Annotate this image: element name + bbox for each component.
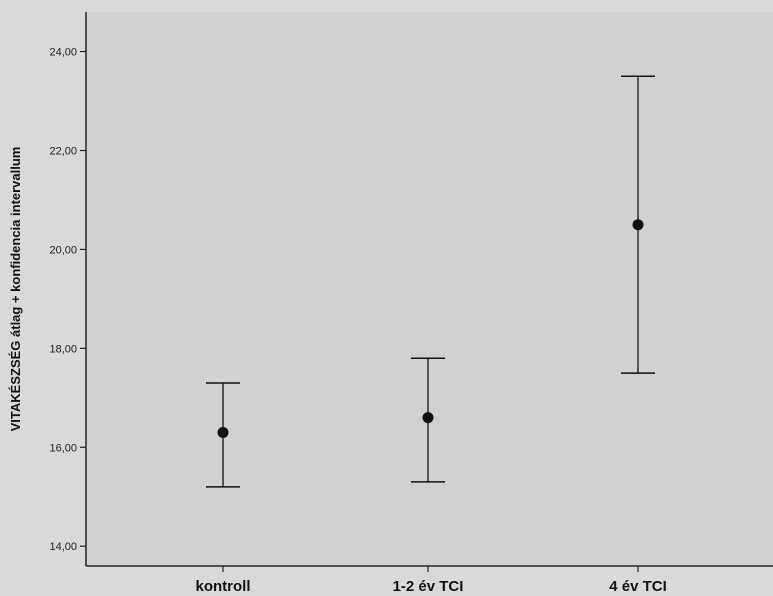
mean-point <box>217 426 229 438</box>
y-tick-label: 14,00 <box>49 541 77 553</box>
error-bars <box>206 75 655 488</box>
y-ticks: 14,00 16,00 18,00 20,00 22,00 24,00 <box>49 47 86 553</box>
y-axis-title: VITAKÉSZSÉG átlag + konfidencia interval… <box>8 147 23 432</box>
mean-point <box>422 412 434 424</box>
plot-area <box>86 12 773 566</box>
x-category-label: 4 év TCI <box>609 578 667 595</box>
y-tick-label: 22,00 <box>49 146 77 158</box>
mean-point <box>632 219 644 231</box>
x-category-label: kontroll <box>196 578 251 595</box>
x-categories: kontroll 1-2 év TCI 4 év TCI <box>196 566 667 595</box>
y-tick-label: 24,00 <box>49 47 77 59</box>
x-category-label: 1-2 év TCI <box>393 578 464 595</box>
y-tick-label: 16,00 <box>49 442 77 454</box>
y-tick-label: 18,00 <box>49 343 77 355</box>
y-tick-label: 20,00 <box>49 244 77 256</box>
